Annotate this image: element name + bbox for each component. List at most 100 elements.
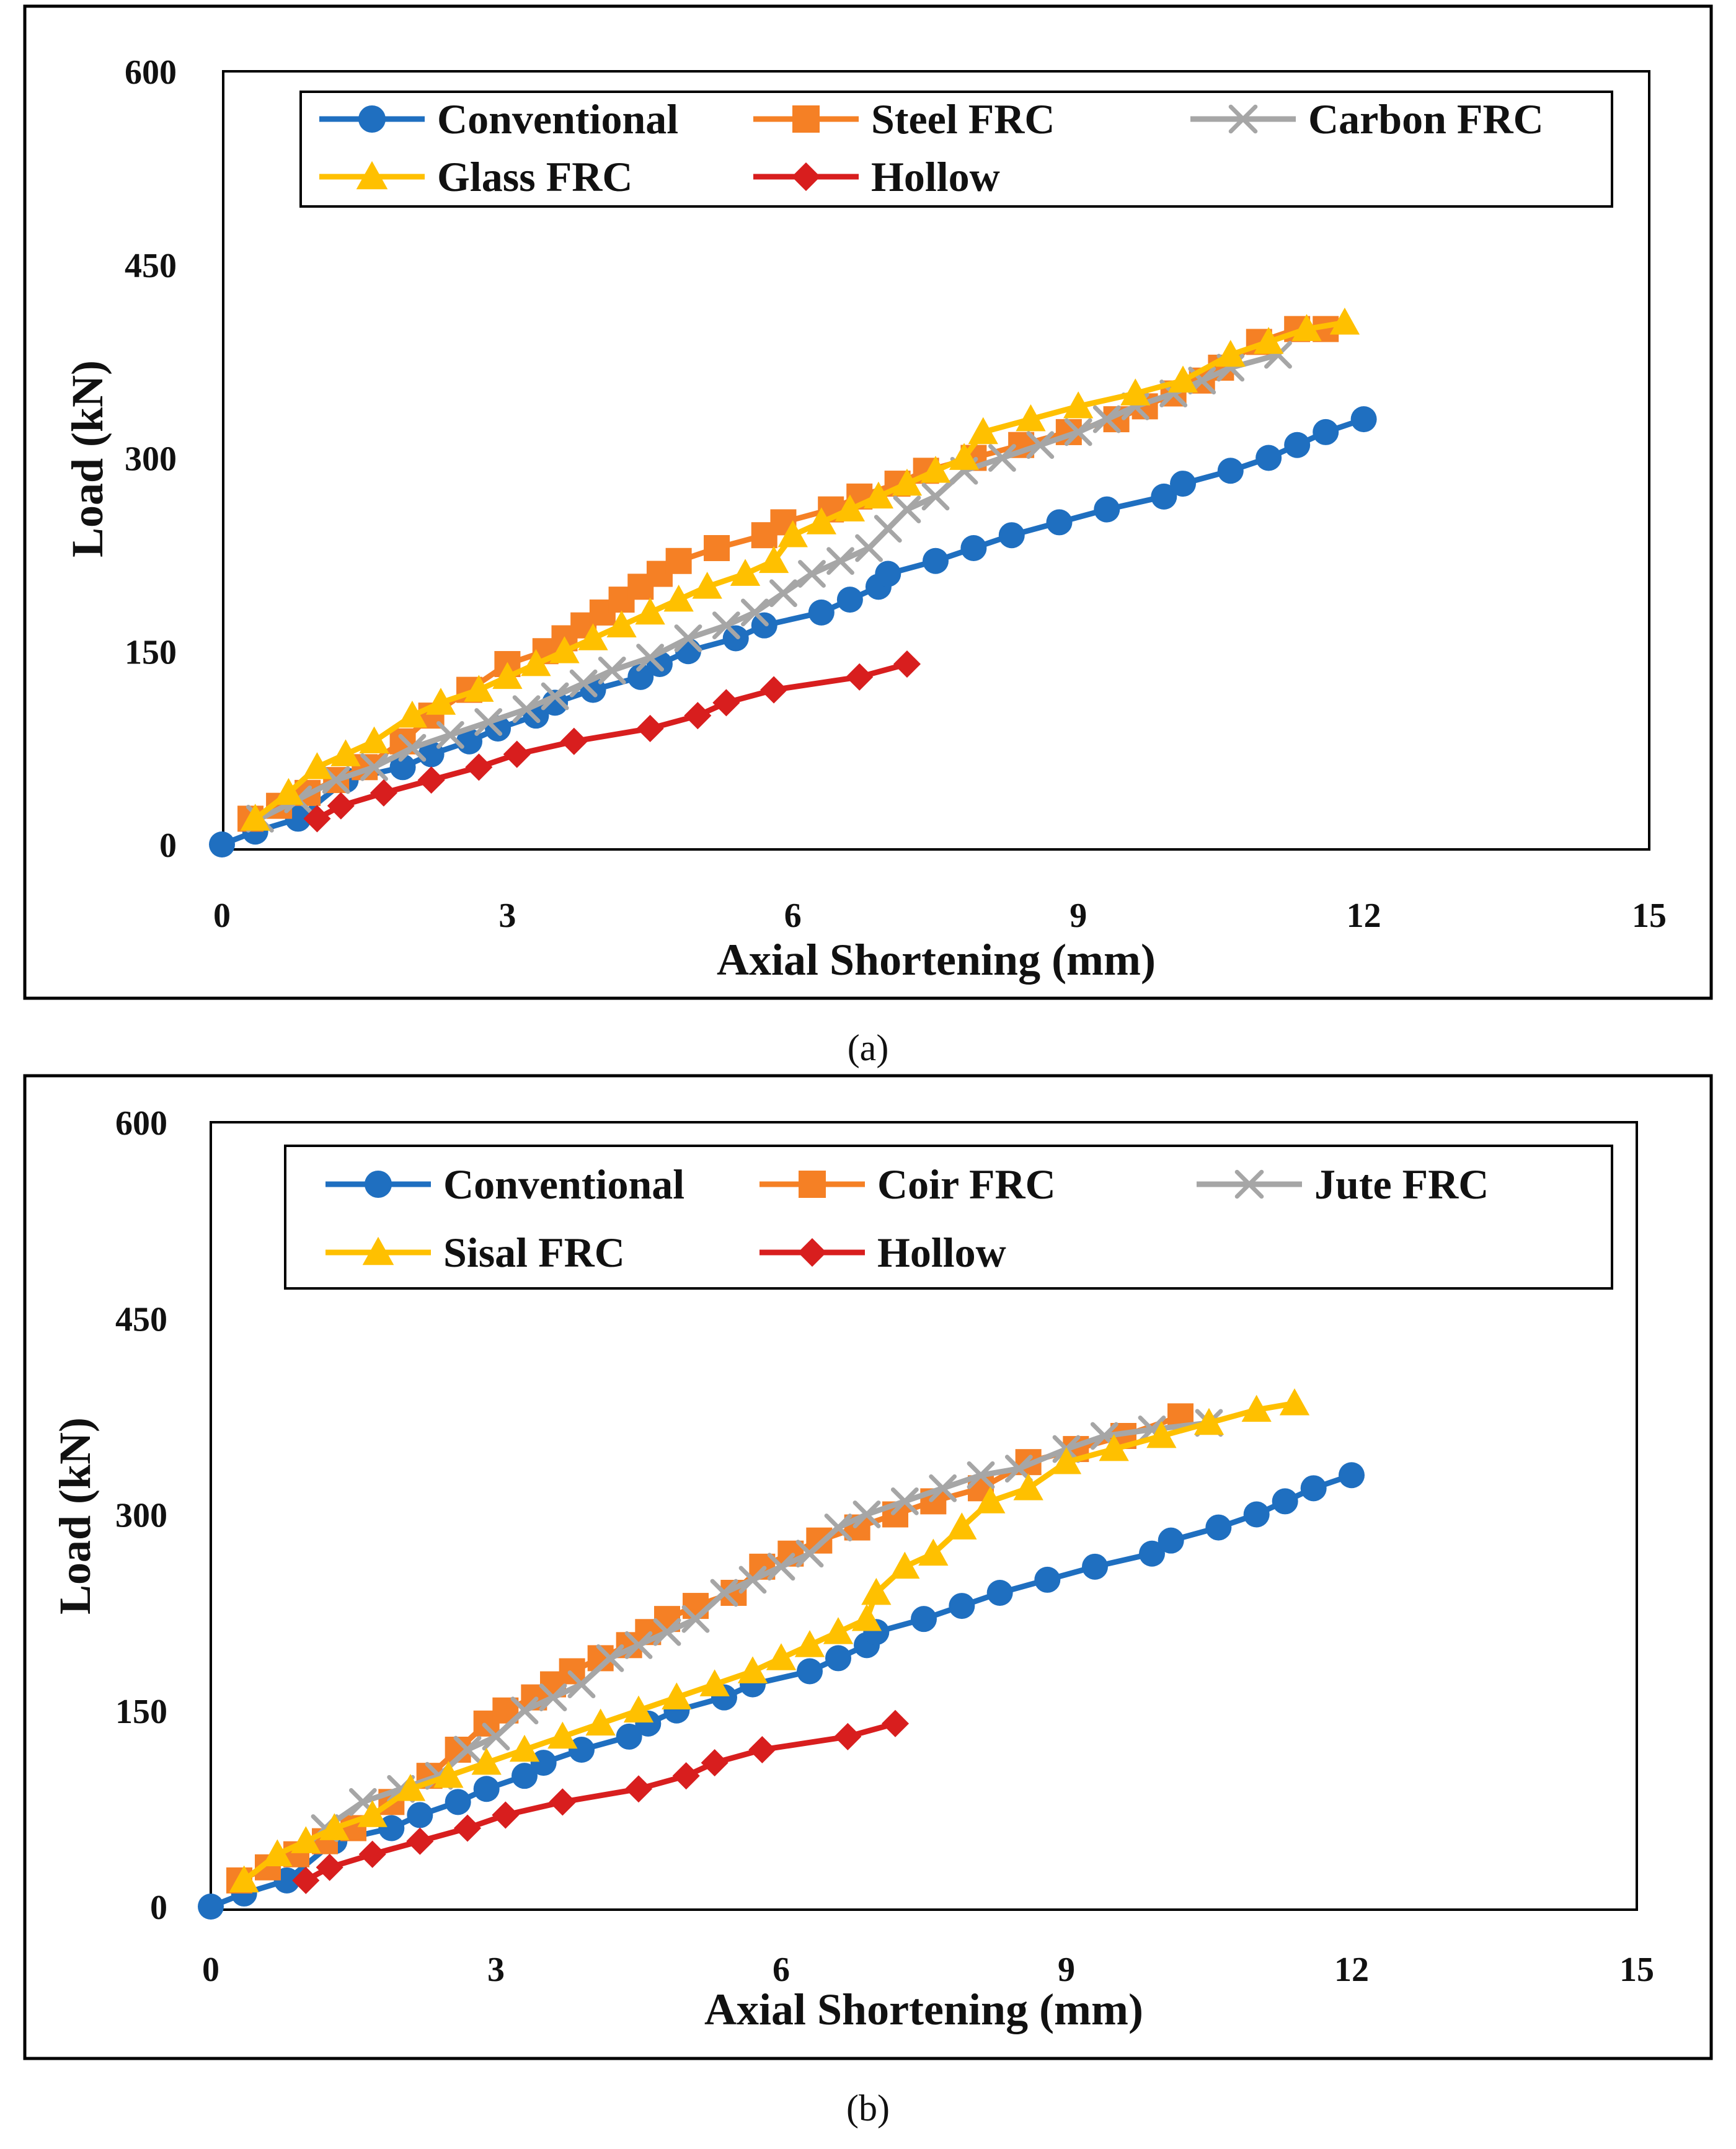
panel-a-glass-frc-line [252, 319, 1348, 822]
panel-a-glass-frc-point [1016, 404, 1046, 432]
panel-a-series-carbon-frc [246, 340, 1292, 833]
panel-a-conventional-point [1170, 471, 1197, 497]
panel-b-x-tick-label: 3 [487, 1951, 505, 1989]
panel-b-sisal-frc-point [890, 1551, 920, 1579]
panel-a-glass-frc-point [863, 481, 894, 509]
panel-a-glass-frc-point [464, 675, 494, 702]
panel-b-sisal-frc-point [1051, 1447, 1082, 1474]
panel-a-carbon-frc-point [674, 624, 702, 652]
panel-b-sisal-frc-point [823, 1617, 854, 1644]
panel-a-glass-frc-point [302, 752, 332, 779]
panel-b-y-axis-title: Load (kN) [50, 1417, 100, 1615]
panel-a-x-tick-label: 15 [1632, 897, 1667, 935]
panel-b-jute-frc-point [596, 1644, 624, 1672]
panel-b-sisal-frc-point [737, 1656, 768, 1683]
panel-a-hollow-point [417, 766, 445, 794]
panel-b-jute-frc-point [681, 1605, 710, 1633]
panel-b-jute-frc-point [653, 1618, 681, 1646]
panel-a-hollow-point [503, 740, 531, 768]
panel-a-glass-frc-point [758, 546, 789, 574]
panel-b-sisal-frc-point [291, 1826, 321, 1853]
panel-a-carbon-frc-point [512, 695, 541, 724]
panel-b-conventional-point [1082, 1553, 1108, 1580]
panel-a-conventional-point [923, 547, 949, 574]
panel-b-jute-frc-point [824, 1513, 852, 1541]
panel-b-coir-frc-point [559, 1658, 585, 1685]
panel-b-legend-label: Conventional [443, 1161, 684, 1208]
panel-b-legend-item-coir-frc: Coir FRC [760, 1161, 1056, 1208]
panel-a-series-conventional [209, 406, 1377, 857]
panel-a-conventional-point [389, 754, 416, 781]
panel-b-sisal-frc-point [1279, 1388, 1310, 1416]
panel-a-glass-frc-point [730, 559, 761, 586]
panel-a-glass-frc-point [606, 610, 637, 638]
panel-b-sisal-frc-point [766, 1643, 797, 1670]
panel-b-series-sisal-frc [229, 1388, 1310, 1893]
panel-b-series-jute-frc [311, 1409, 1223, 1842]
panel-b-sisal-frc-point [662, 1682, 692, 1709]
panel-a-glass-frc-point [777, 520, 808, 547]
panel-a-carbon-frc-point [798, 560, 826, 588]
panel-a-conventional-point [1046, 509, 1073, 536]
panel-a-hollow-point [560, 727, 588, 755]
panel-a-glass-frc-point [397, 701, 428, 728]
panel-a-conventional-point [836, 587, 863, 613]
panel-a-steel-frc-point [704, 534, 730, 561]
panel-b-caption: (b) [846, 2088, 890, 2129]
panel-b-legend-label: Sisal FRC [443, 1229, 625, 1276]
panel-a-conventional-point [1313, 419, 1339, 445]
panel-a-y-tick-label: 600 [125, 53, 177, 92]
panel-a-legend-label: Hollow [871, 153, 1000, 200]
panel-a-glass-frc-point [425, 688, 456, 715]
panel-b-y-tick-label: 0 [150, 1889, 167, 1927]
panel-b-jute-frc-point [510, 1696, 539, 1725]
panel-a-conventional-point [1094, 496, 1120, 523]
panel-b-sisal-frc-point [585, 1708, 616, 1736]
panel-a-conventional-point [751, 612, 777, 639]
panel-b-legend-label: Coir FRC [877, 1161, 1056, 1208]
panel-a-glass-frc-point [835, 494, 866, 521]
panel-b-hollow-point [316, 1853, 343, 1881]
panel-a-hollow-point [327, 792, 355, 820]
panel-b-legend-item-hollow: Hollow [760, 1229, 1006, 1276]
panel-a-x-tick-label: 9 [1070, 897, 1087, 935]
panel-a-glass-frc-point [492, 662, 523, 689]
panel-b-legend-item-jute-frc: Jute FRC [1197, 1161, 1489, 1208]
panel-a-legend-marker-conventional [358, 105, 386, 133]
panel-b-hollow-point [881, 1709, 910, 1737]
panel-b-legend-item-sisal-frc: Sisal FRC [326, 1229, 625, 1276]
panel-a-glass-frc-point [1215, 340, 1246, 367]
panel-a-glass-frc-point [521, 649, 551, 676]
panel-b-jute-frc-point [767, 1553, 795, 1581]
panel-a-glass-frc-point [806, 507, 836, 534]
panel-b-jute-frc-point [539, 1683, 567, 1712]
panel-a-hollow-point [846, 663, 874, 691]
panel-a-legend-marker-hollow [791, 162, 821, 192]
panel-a-conventional-point [1284, 432, 1311, 458]
panel-a-glass-frc-point [240, 804, 270, 831]
panel-a-x-tick-label: 3 [498, 897, 516, 935]
panel-b-jute-frc-point [929, 1474, 957, 1502]
panel-b-hollow-point [701, 1749, 728, 1777]
panel-a-glass-frc-point [330, 739, 361, 766]
panel-a-carbon-frc-point [921, 482, 950, 511]
panel-b-jute-frc-point [567, 1670, 596, 1698]
panel-b-sisal-frc-point [851, 1604, 882, 1631]
panel-a-legend-item-hollow: Hollow [753, 153, 1000, 200]
panel-a-carbon-frc-point [1092, 405, 1121, 433]
panel-b-conventional-point [1205, 1514, 1232, 1541]
panel-a-carbon-frc-point [398, 733, 427, 762]
panel-a-legend-marker-carbon-frc [1228, 104, 1258, 134]
panel-b-hollow-point [358, 1840, 386, 1868]
panel-a-conventional-point [875, 561, 901, 587]
panel-a-carbon-frc-point [769, 579, 797, 608]
panel-b-sisal-frc-point [918, 1538, 949, 1566]
panel-a-carbon-frc-point [1026, 431, 1055, 459]
panel-b-sisal-frc-point [947, 1512, 977, 1540]
panel-b-x-tick-label: 15 [1619, 1951, 1654, 1989]
panel-b-x-tick-label: 12 [1334, 1951, 1369, 1989]
panel-b-hollow-point [453, 1814, 482, 1842]
panel-b-x-tick-label: 6 [773, 1951, 790, 1989]
panel-b-hollow-point [406, 1827, 434, 1855]
